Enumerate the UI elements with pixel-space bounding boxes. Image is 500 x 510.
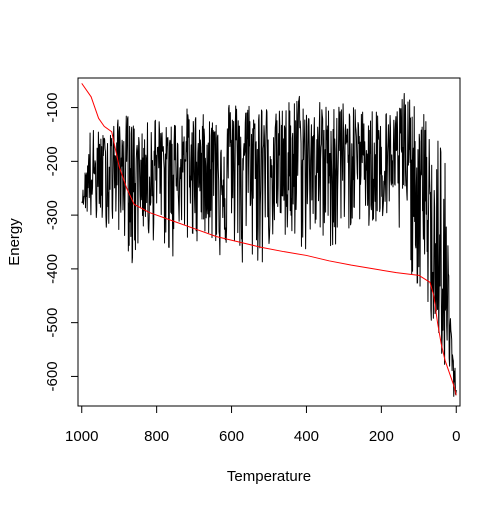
x-tick-label: 400 (294, 428, 319, 445)
x-tick-label: 800 (144, 428, 169, 445)
x-tick-label: 0 (452, 428, 460, 445)
x-axis: 1000 800 600 400 200 0 (65, 405, 460, 445)
y-tick-label: -100 (44, 93, 61, 123)
y-tick-label: -600 (44, 361, 61, 391)
x-axis-title: Temperature (227, 468, 311, 485)
y-axis: -100 -200 -300 -400 -500 -600 (44, 93, 79, 391)
x-tick-label: 1000 (65, 428, 98, 445)
series-layer (81, 83, 457, 397)
y-tick-label: -400 (44, 254, 61, 284)
x-tick-label: 600 (219, 428, 244, 445)
y-tick-label: -500 (44, 308, 61, 338)
x-tick-label: 200 (369, 428, 394, 445)
series-line-1 (81, 92, 457, 397)
y-tick-label: -300 (44, 200, 61, 230)
y-tick-label: -200 (44, 146, 61, 176)
series-line-2 (81, 83, 457, 396)
y-axis-title: Energy (6, 218, 23, 266)
